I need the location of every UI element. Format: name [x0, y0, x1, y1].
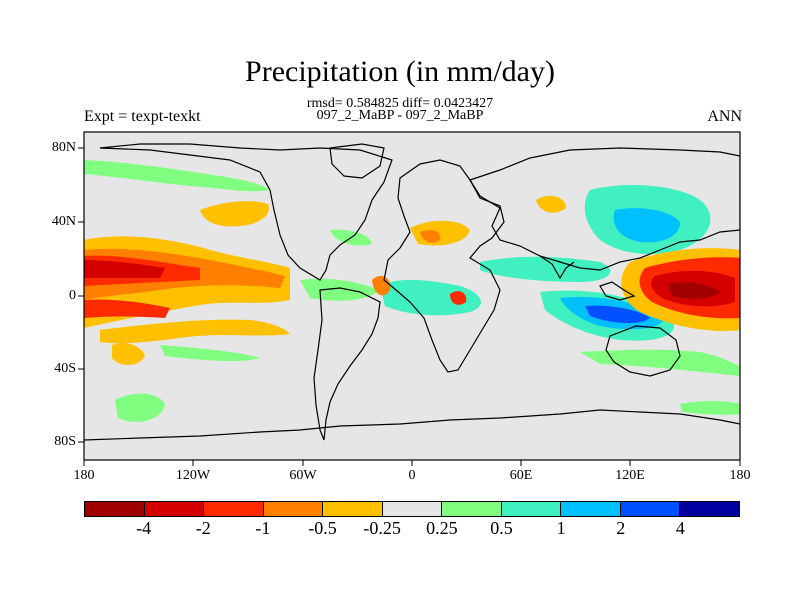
anomaly-north-pacific-storm [84, 160, 270, 192]
anomaly-south-pacific-spot [112, 343, 145, 366]
coastline-australia [605, 325, 681, 377]
colorbar-swatch [680, 502, 740, 516]
colorbar-label: 0.5 [490, 518, 513, 538]
colorbar-swatch [620, 502, 681, 516]
colorbar-label: -1 [255, 518, 271, 538]
lon-label: 180 [73, 468, 95, 483]
coastline-greenland [329, 143, 385, 179]
colorbar-swatch [561, 502, 621, 516]
colorbar-label: 1 [556, 518, 566, 538]
colorbar-swatch [263, 502, 324, 516]
colorbar-swatch [323, 502, 383, 516]
coastline-antarctica [84, 409, 740, 441]
coastline-north-america [99, 143, 393, 281]
anomaly-europe-red [420, 230, 441, 243]
colorbar-label: 4 [675, 518, 685, 538]
coastline-india [539, 255, 575, 280]
colorbar-label: 0.25 [426, 518, 458, 538]
coastline-south-america [313, 287, 381, 441]
lon-label: 0 [408, 468, 416, 483]
colorbar-label: -2 [195, 518, 211, 538]
season-label: ANN [707, 108, 742, 125]
colorbar [84, 501, 740, 517]
coastlines [84, 143, 740, 441]
lat-label: 80N [51, 140, 76, 155]
experiment-label: Expt = texpt-texkt [84, 108, 201, 125]
anomaly-darkred-pacific-north [84, 260, 165, 278]
coastline-maritime-continent [599, 281, 636, 301]
anomaly-south-green-band [160, 345, 260, 362]
colorbar-label: -4 [136, 518, 152, 538]
colorbar-swatch [85, 502, 145, 516]
colorbar-label: -0.5 [308, 518, 337, 538]
lat-label: 40N [51, 214, 76, 229]
anomaly-north-pacific-orange [200, 201, 269, 227]
anomaly-orange-pacific-south [100, 319, 290, 344]
anomaly-africa-red [450, 291, 467, 305]
anomaly-red-pacific-south [84, 299, 170, 318]
anomaly-africa-cyan [380, 279, 481, 316]
colorbar-swatch [144, 502, 205, 516]
anomaly-west-pacific-deep-red [668, 282, 720, 299]
lat-label: 0 [69, 288, 76, 303]
lat-label: 40S [54, 361, 76, 376]
colorbar-swatch [501, 502, 562, 516]
plot-title: Precipitation (in mm/day) [245, 55, 555, 88]
coastline-europe-africa [383, 159, 505, 373]
anomaly-asia-orange [536, 195, 566, 213]
coastline-asia [469, 147, 740, 271]
lon-label: 120W [175, 468, 211, 483]
colorbar-swatch [382, 502, 443, 516]
axis-ticks [78, 147, 741, 466]
anomaly-south-indian-green [580, 349, 740, 376]
anomaly-southern-green-strip [680, 401, 740, 415]
case-line: 097_2_MaBP - 097_2_MaBP [316, 108, 484, 123]
anomaly-fields [84, 160, 740, 422]
anomaly-warm-pool-dark-blue [585, 305, 650, 324]
lon-label: 120E [615, 468, 645, 483]
lon-label: 60W [289, 468, 317, 483]
lat-label: 80S [54, 434, 76, 449]
colorbar-swatch [442, 502, 502, 516]
anomaly-nw-pacific-blue [613, 208, 680, 243]
colorbar-label: -0.25 [363, 518, 401, 538]
anomaly-indian-ocean-cyan [480, 256, 611, 282]
anomaly-south-pacific-green [115, 393, 165, 422]
stats-line: rmsd= 0.584825 diff= 0.0423427 [306, 96, 494, 111]
lon-label: 60E [509, 468, 533, 483]
colorbar-swatch [204, 502, 264, 516]
colorbar-label: 2 [616, 518, 626, 538]
lon-label: 180 [729, 468, 751, 483]
